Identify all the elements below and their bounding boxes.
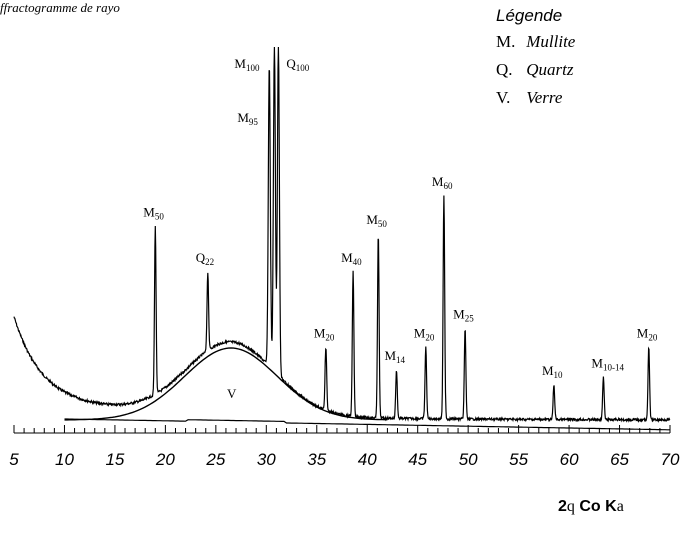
x-tick-label: 45 (408, 450, 427, 469)
legend-abbr: V. (496, 88, 511, 107)
peak-label: M100 (234, 56, 260, 73)
legend-name: Quartz (526, 60, 574, 79)
x-tick-label: 35 (307, 450, 326, 469)
peak-label: M10-14 (591, 356, 624, 373)
peak-label: M20 (637, 325, 658, 342)
x-tick-label: 10 (55, 450, 74, 469)
legend-item-verre: V. Verre (496, 88, 575, 116)
amorphous-hump-fit (64, 347, 388, 421)
peak-label: M10 (542, 363, 563, 380)
peak-label: M25 (453, 307, 474, 324)
x-tick-label: 40 (358, 450, 377, 469)
peak-label: M50 (143, 204, 164, 221)
x-tick-label: 50 (459, 450, 478, 469)
x-tick-label: 15 (105, 450, 124, 469)
peak-label: M20 (314, 325, 335, 342)
diffraction-pattern (13, 46, 671, 424)
peak-label: M14 (384, 348, 405, 365)
amorphous-label: V (227, 386, 237, 401)
peak-label: M50 (366, 212, 387, 229)
diffraction-pattern-layer (13, 46, 671, 424)
peak-label: M20 (414, 325, 435, 342)
x-tick-label: 65 (610, 450, 629, 469)
peak-labels-layer: M50 Q22 M95 M100 Q100 M20 M40 M50 M14 M20 M60 M25 M1… (143, 56, 658, 380)
legend-name: Verre (526, 88, 563, 107)
figure-caption-fragment: ffractogramme de rayo (0, 0, 120, 15)
peak-label: M95 (237, 110, 258, 127)
axis-title-alpha: a (616, 498, 624, 515)
legend-abbr: M. (496, 32, 516, 51)
x-tick-label: 20 (155, 450, 175, 469)
x-tick-label: 55 (509, 450, 528, 469)
x-axis: 5 10 15 20 25 30 35 40 45 50 55 60 65 70 (9, 425, 680, 469)
x-tick-label: 60 (560, 450, 579, 469)
amorphous-hump-layer: V (64, 347, 388, 421)
legend-abbr: Q. (496, 60, 513, 79)
legend-title: Légende (496, 6, 563, 25)
legend: Légende M. Mullite Q. Quartz V. Verre (496, 6, 575, 116)
peak-label: M60 (432, 174, 453, 191)
legend-item-mullite: M. Mullite (496, 32, 575, 60)
x-tick-label: 30 (257, 450, 276, 469)
axis-title-main: Co K (574, 498, 617, 515)
legend-name: Mullite (526, 32, 576, 51)
peak-label: Q22 (196, 250, 214, 267)
axis-title-theta: q (566, 498, 575, 515)
x-tick-label: 25 (205, 450, 225, 469)
x-axis-title: 2q Co Ka (558, 498, 624, 516)
x-tick-label: 5 (9, 450, 19, 469)
legend-item-quartz: Q. Quartz (496, 60, 575, 88)
axis-title-two: 2 (558, 498, 567, 515)
peak-label: Q100 (286, 56, 309, 73)
peak-label: M40 (341, 250, 362, 267)
x-tick-label: 70 (661, 450, 680, 469)
